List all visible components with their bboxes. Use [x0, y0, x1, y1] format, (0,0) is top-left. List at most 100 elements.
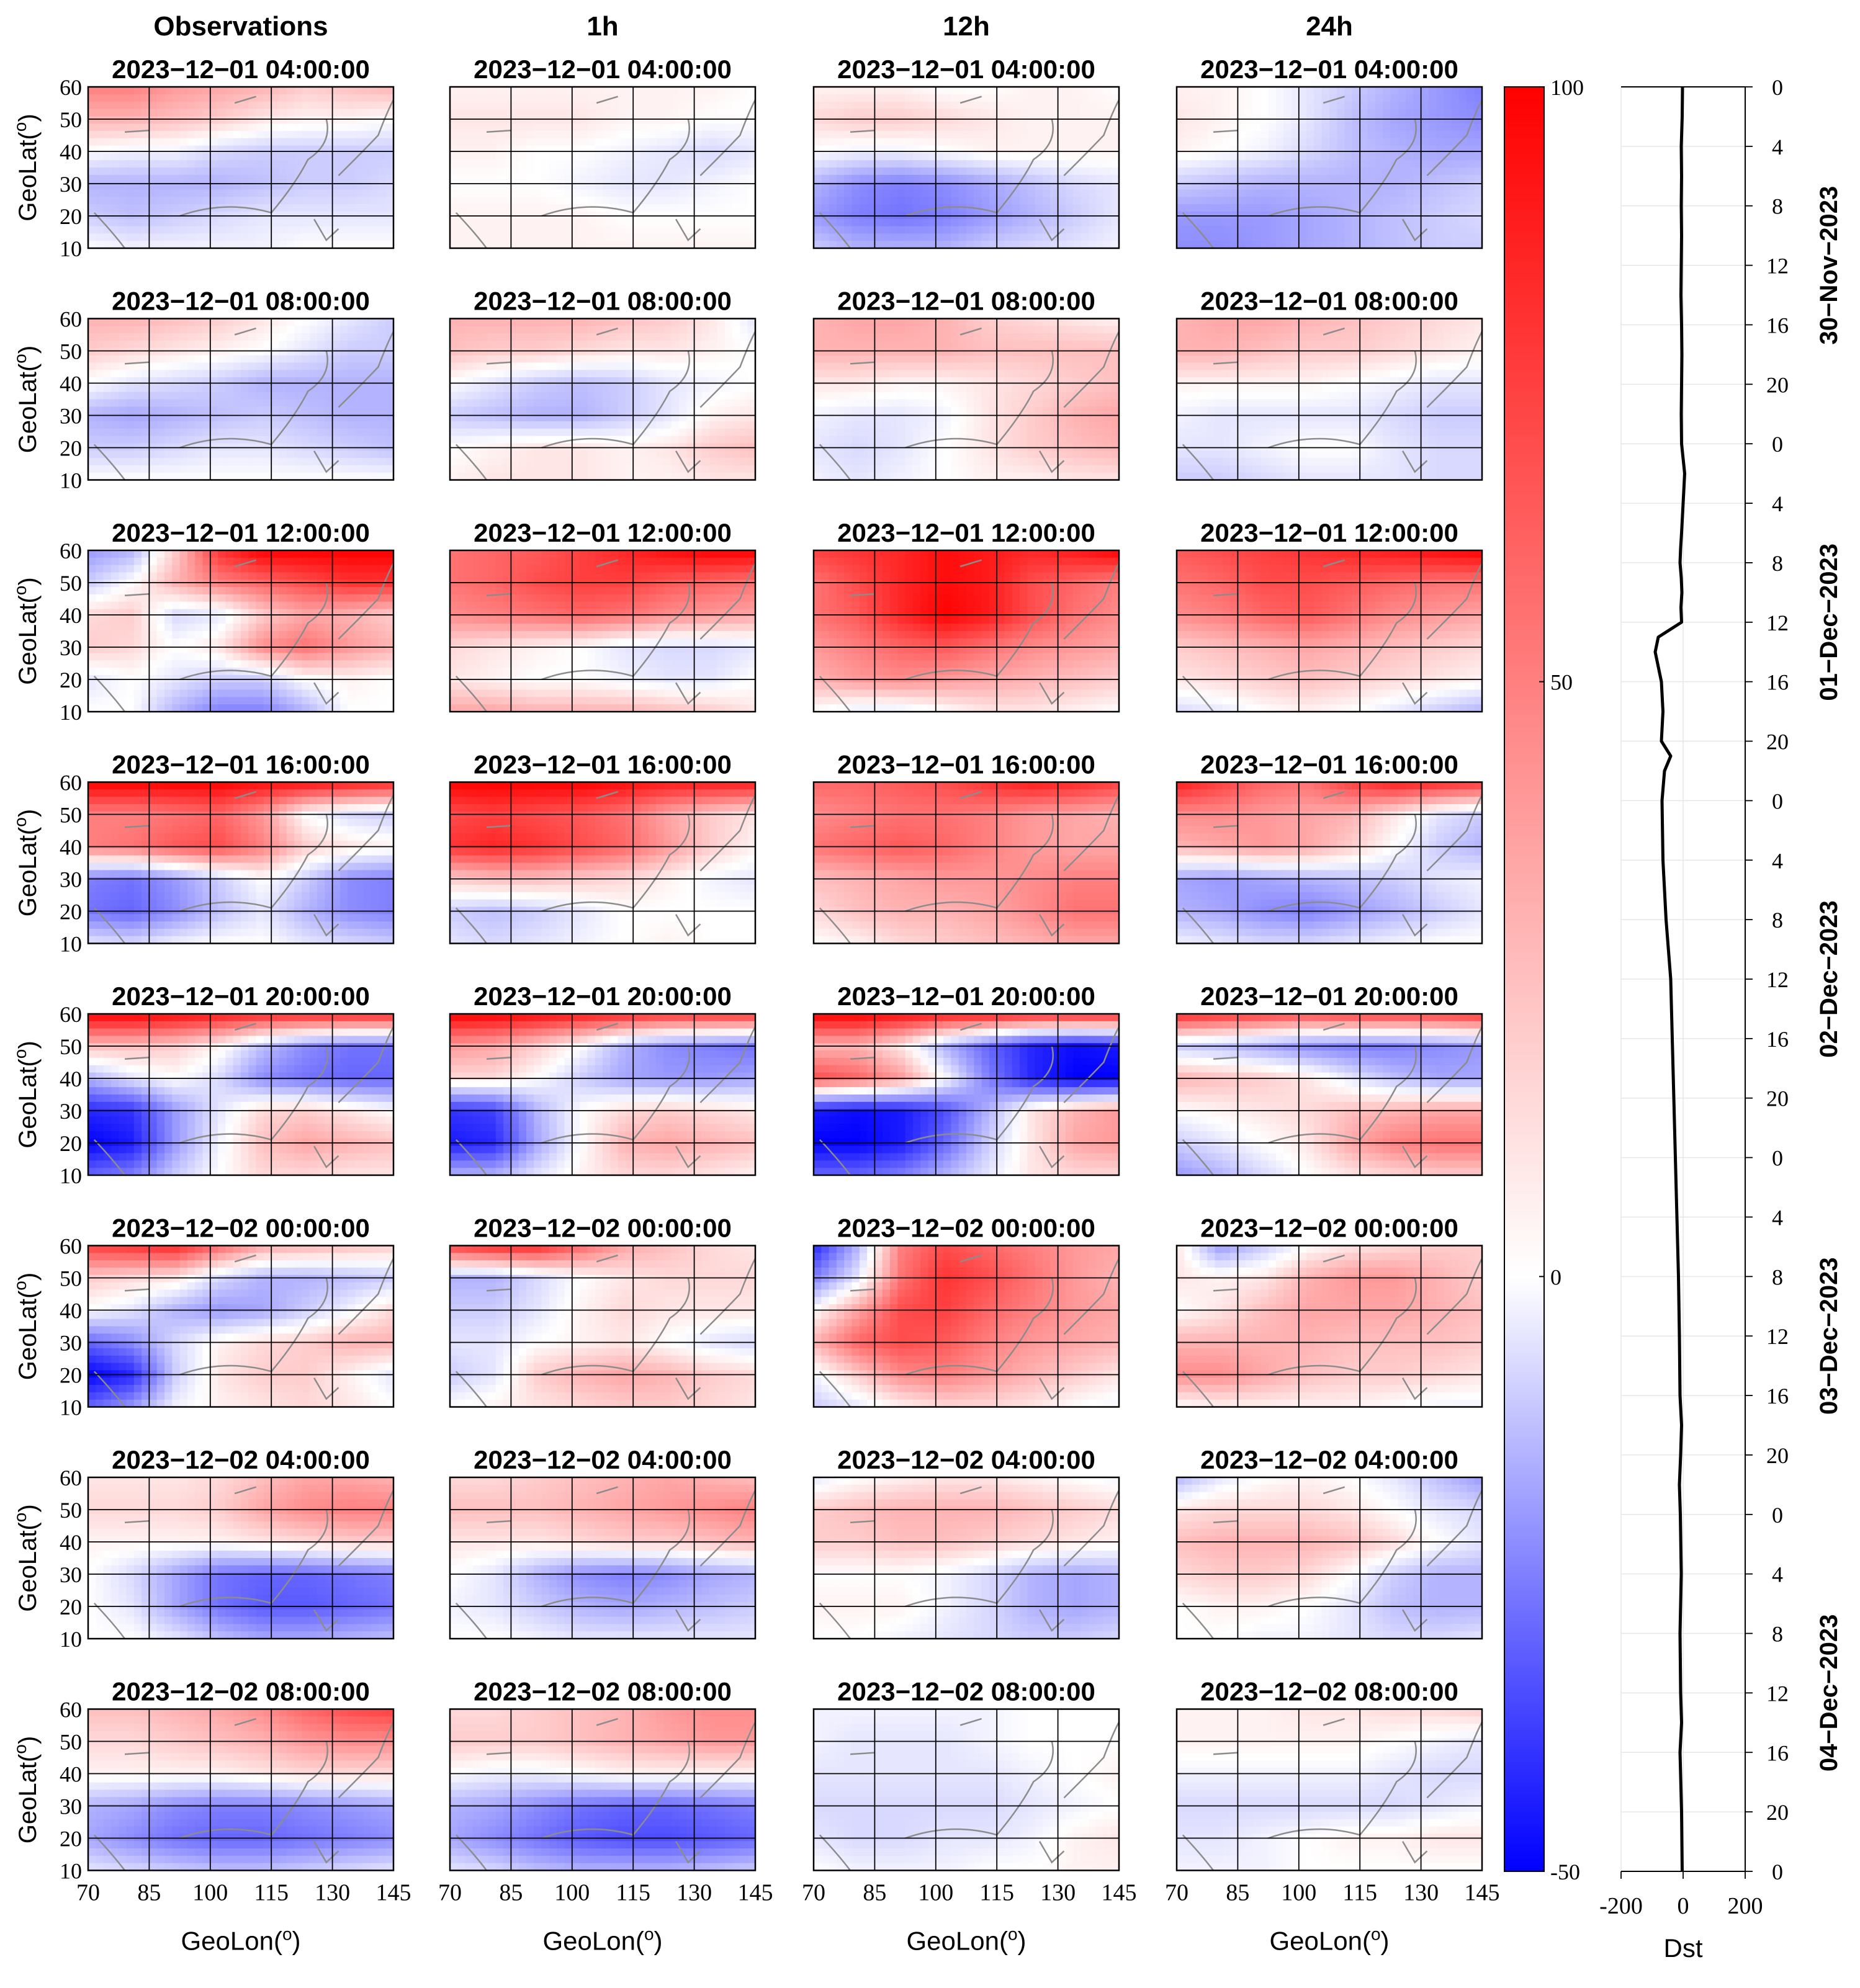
heatmap-cell: [325, 189, 333, 197]
heatmap-cell: [317, 116, 325, 123]
heatmap-cell: [287, 123, 295, 131]
heatmap-cell: [333, 87, 341, 94]
heatmap-cell: [271, 160, 279, 168]
heatmap-cell: [279, 219, 287, 226]
heatmap-cell: [134, 160, 142, 168]
heatmap-cell: [271, 153, 279, 160]
heatmap-cell: [348, 160, 356, 168]
heatmap-cell: [119, 226, 127, 234]
heatmap-cell: [134, 226, 142, 234]
heatmap-cell: [187, 175, 195, 182]
heatmap-cell: [279, 241, 287, 248]
heatmap-cell: [287, 160, 295, 168]
heatmap-cell: [96, 131, 104, 138]
heatmap-cell: [325, 109, 333, 116]
heatmap-cell: [88, 138, 96, 146]
heatmap-cell: [88, 219, 96, 226]
heatmap-cell: [157, 241, 165, 248]
heatmap-cell: [248, 233, 256, 241]
heatmap-cell: [348, 168, 356, 175]
heatmap-cell: [111, 87, 119, 94]
heatmap-cell: [264, 109, 272, 116]
heatmap-cell: [340, 109, 348, 116]
heatmap-cell: [256, 197, 264, 204]
heatmap-cell: [142, 131, 150, 138]
heatmap-cell: [88, 175, 96, 182]
heatmap-cell: [187, 197, 195, 204]
heatmap-cell: [180, 131, 188, 138]
heatmap-cell: [134, 153, 142, 160]
heatmap-cell: [111, 153, 119, 160]
heatmap-cell: [241, 116, 249, 123]
heatmap-cell: [225, 116, 233, 123]
heatmap-cell: [241, 175, 249, 182]
heatmap-cell: [264, 131, 272, 138]
heatmap-cell: [371, 226, 379, 234]
heatmap-cell: [164, 168, 173, 175]
heatmap-cell: [264, 146, 272, 153]
heatmap-cell: [88, 146, 96, 153]
column-title: 12h: [943, 11, 990, 42]
heatmap-cell: [88, 168, 96, 175]
heatmap-cell: [333, 204, 341, 212]
column-title: Observations: [153, 11, 328, 42]
heatmap-cell: [111, 116, 119, 123]
heatmap-cell: [248, 175, 256, 182]
heatmap-cell: [218, 138, 226, 146]
heatmap-cell: [149, 204, 157, 212]
heatmap-cell: [302, 233, 310, 241]
heatmap-cell: [218, 146, 226, 153]
heatmap-cell: [325, 197, 333, 204]
heatmap-cell: [127, 160, 135, 168]
heatmap-cell: [134, 94, 142, 102]
heatmap-cell: [317, 204, 325, 212]
heatmap-cell: [195, 197, 203, 204]
heatmap-cell: [233, 175, 241, 182]
heatmap-cell: [348, 109, 356, 116]
heatmap-cell: [111, 109, 119, 116]
heatmap-cell: [210, 197, 218, 204]
heatmap-cell: [333, 219, 341, 226]
heatmap-cell: [104, 168, 112, 175]
heatmap-cell: [172, 131, 180, 138]
heatmap-cell: [248, 87, 256, 94]
heatmap-cell: [195, 138, 203, 146]
heatmap-cell: [248, 189, 256, 197]
heatmap-cell: [157, 189, 165, 197]
heatmap-cell: [317, 94, 325, 102]
heatmap-cell: [233, 241, 241, 248]
heatmap-cell: [287, 116, 295, 123]
heatmap-cell: [127, 219, 135, 226]
column-title: 1h: [586, 11, 618, 42]
heatmap-cell: [371, 168, 379, 175]
heatmap-cell: [310, 138, 318, 146]
heatmap-cell: [104, 219, 112, 226]
heatmap-cell: [225, 226, 233, 234]
heatmap-cell: [225, 138, 233, 146]
heatmap-cell: [241, 87, 249, 94]
heatmap-cell: [386, 87, 394, 94]
heatmap-cell: [317, 168, 325, 175]
heatmap-cell: [195, 233, 203, 241]
heatmap-cell: [294, 94, 302, 102]
heatmap-cell: [340, 131, 348, 138]
heatmap-cell: [134, 102, 142, 109]
lat-tick-label: 20: [60, 204, 82, 229]
heatmap-cell: [371, 123, 379, 131]
heatmap-cell: [363, 102, 371, 109]
heatmap-cell: [203, 226, 211, 234]
heatmap-cell: [271, 109, 279, 116]
heatmap-cell: [378, 175, 386, 182]
heatmap-cell: [172, 109, 180, 116]
heatmap-cell: [195, 131, 203, 138]
heatmap-cell: [386, 233, 394, 241]
heatmap-cell: [210, 233, 218, 241]
heatmap-cell: [264, 116, 272, 123]
heatmap-cell: [195, 241, 203, 248]
heatmap-cell: [248, 160, 256, 168]
heatmap-cell: [256, 226, 264, 234]
heatmap-cell: [127, 204, 135, 212]
heatmap-cell: [187, 146, 195, 153]
heatmap-panels: GeoLat(o)6050403020102023−12−01 04:00:00…: [11, 55, 1483, 1884]
heatmap-cell: [195, 219, 203, 226]
